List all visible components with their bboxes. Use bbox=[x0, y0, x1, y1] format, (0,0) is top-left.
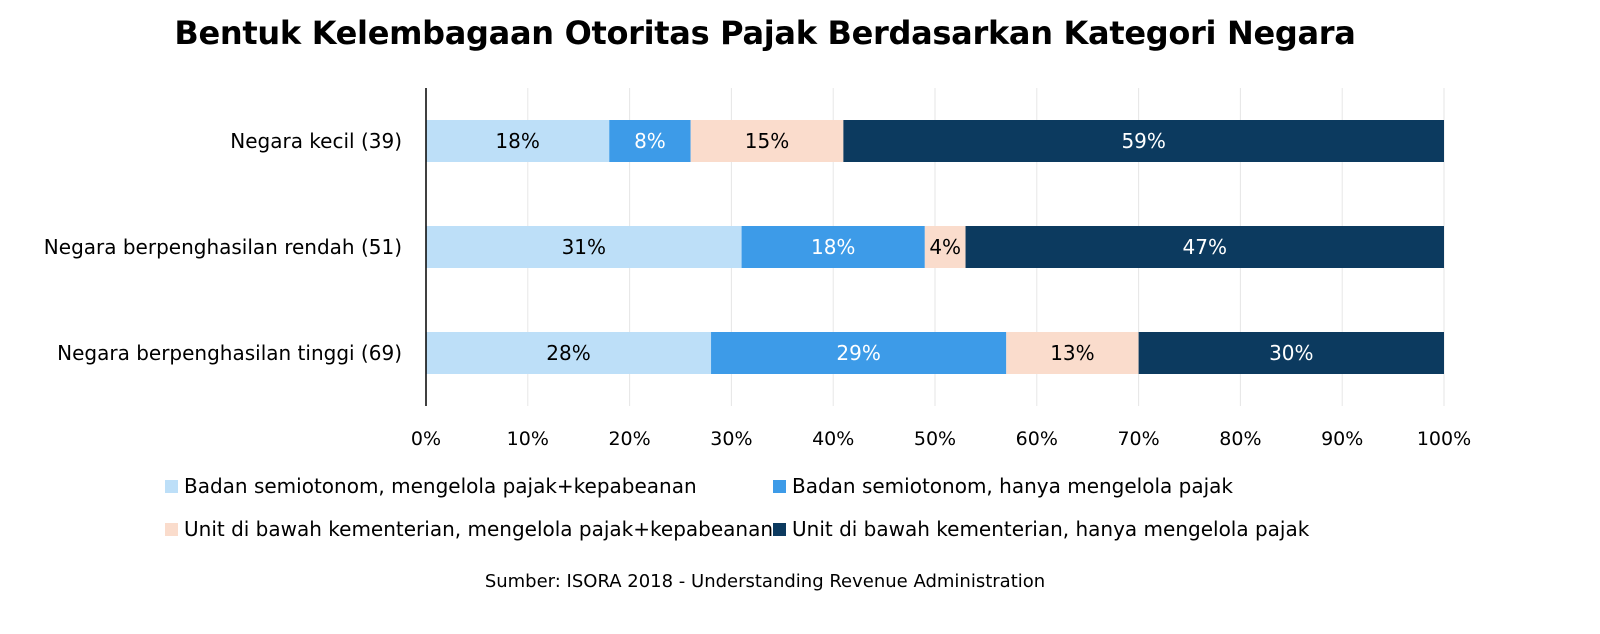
data-label: 28% bbox=[546, 341, 590, 365]
bars bbox=[426, 120, 1444, 374]
data-labels: 18% 8% 15% 59% 31% 18% 4% 47% 28% 29% 13% 30% bbox=[495, 129, 1313, 365]
data-label: 18% bbox=[495, 129, 539, 153]
x-tick-label: 20% bbox=[608, 428, 650, 450]
bar-segment bbox=[609, 120, 691, 162]
legend-label: Unit di bawah kementerian, mengelola paj… bbox=[184, 517, 774, 541]
x-tick-label: 80% bbox=[1219, 428, 1261, 450]
x-tick-labels: 0% 10% 20% 30% 40% 50% 60% 70% 80% 90% 100% bbox=[411, 428, 1471, 450]
bar-segment bbox=[690, 120, 844, 162]
bar-segment bbox=[426, 120, 610, 162]
x-tick-label: 70% bbox=[1117, 428, 1159, 450]
x-tick-label: 10% bbox=[507, 428, 549, 450]
data-label: 31% bbox=[562, 235, 606, 259]
legend-swatch bbox=[165, 479, 178, 493]
legend-item: Unit di bawah kementerian, mengelola paj… bbox=[165, 517, 773, 541]
legend-item: Unit di bawah kementerian, hanya mengelo… bbox=[773, 517, 1373, 541]
legend-item: Badan semiotonom, mengelola pajak+kepabe… bbox=[165, 474, 773, 498]
data-label: 30% bbox=[1269, 341, 1313, 365]
bar-segment bbox=[965, 226, 1444, 268]
legend-label: Badan semiotonom, hanya mengelola pajak bbox=[792, 474, 1233, 498]
bar-segment bbox=[924, 226, 966, 268]
category-label: Negara berpenghasilan rendah (51) bbox=[44, 235, 402, 259]
data-label: 18% bbox=[811, 235, 855, 259]
bar-segment bbox=[1138, 332, 1444, 374]
category-labels: Negara kecil (39) Negara berpenghasilan r… bbox=[44, 129, 402, 365]
category-label: Negara berpenghasilan tinggi (69) bbox=[57, 341, 402, 365]
legend-swatch bbox=[773, 522, 786, 536]
data-label: 4% bbox=[929, 235, 961, 259]
legend-swatch bbox=[773, 479, 786, 493]
bar-segment bbox=[711, 332, 1007, 374]
legend: Badan semiotonom, mengelola pajak+kepabe… bbox=[165, 474, 1465, 541]
legend-item: Badan semiotonom, hanya mengelola pajak bbox=[773, 474, 1373, 498]
legend-label: Badan semiotonom, mengelola pajak+kepabe… bbox=[184, 474, 697, 498]
bar-segment bbox=[843, 120, 1444, 162]
bar-segment bbox=[426, 332, 712, 374]
bar-segment bbox=[741, 226, 925, 268]
x-tick-label: 50% bbox=[914, 428, 956, 450]
x-tick-label: 40% bbox=[812, 428, 854, 450]
x-tick-label: 0% bbox=[411, 428, 441, 450]
x-tick-label: 60% bbox=[1016, 428, 1058, 450]
legend-label: Unit di bawah kementerian, hanya mengelo… bbox=[792, 517, 1310, 541]
legend-swatch bbox=[165, 522, 178, 536]
bar-segment bbox=[426, 226, 742, 268]
data-label: 15% bbox=[745, 129, 789, 153]
category-label: Negara kecil (39) bbox=[230, 129, 402, 153]
x-tick-label: 90% bbox=[1321, 428, 1363, 450]
data-label: 47% bbox=[1183, 235, 1227, 259]
chart-title: Bentuk Kelembagaan Otoritas Pajak Berdas… bbox=[174, 14, 1356, 52]
bar-segment bbox=[1006, 332, 1139, 374]
x-tick-label: 30% bbox=[710, 428, 752, 450]
data-label: 8% bbox=[634, 129, 666, 153]
data-label: 59% bbox=[1121, 129, 1165, 153]
data-label: 29% bbox=[836, 341, 880, 365]
source-note: Sumber: ISORA 2018 - Understanding Reven… bbox=[484, 571, 1046, 592]
data-label: 13% bbox=[1050, 341, 1094, 365]
x-tick-label: 100% bbox=[1417, 428, 1471, 450]
chart-plot: 18% 8% 15% 59% 31% 18% 4% 47% 28% 29% 13% 30% Negar… bbox=[44, 88, 1471, 450]
